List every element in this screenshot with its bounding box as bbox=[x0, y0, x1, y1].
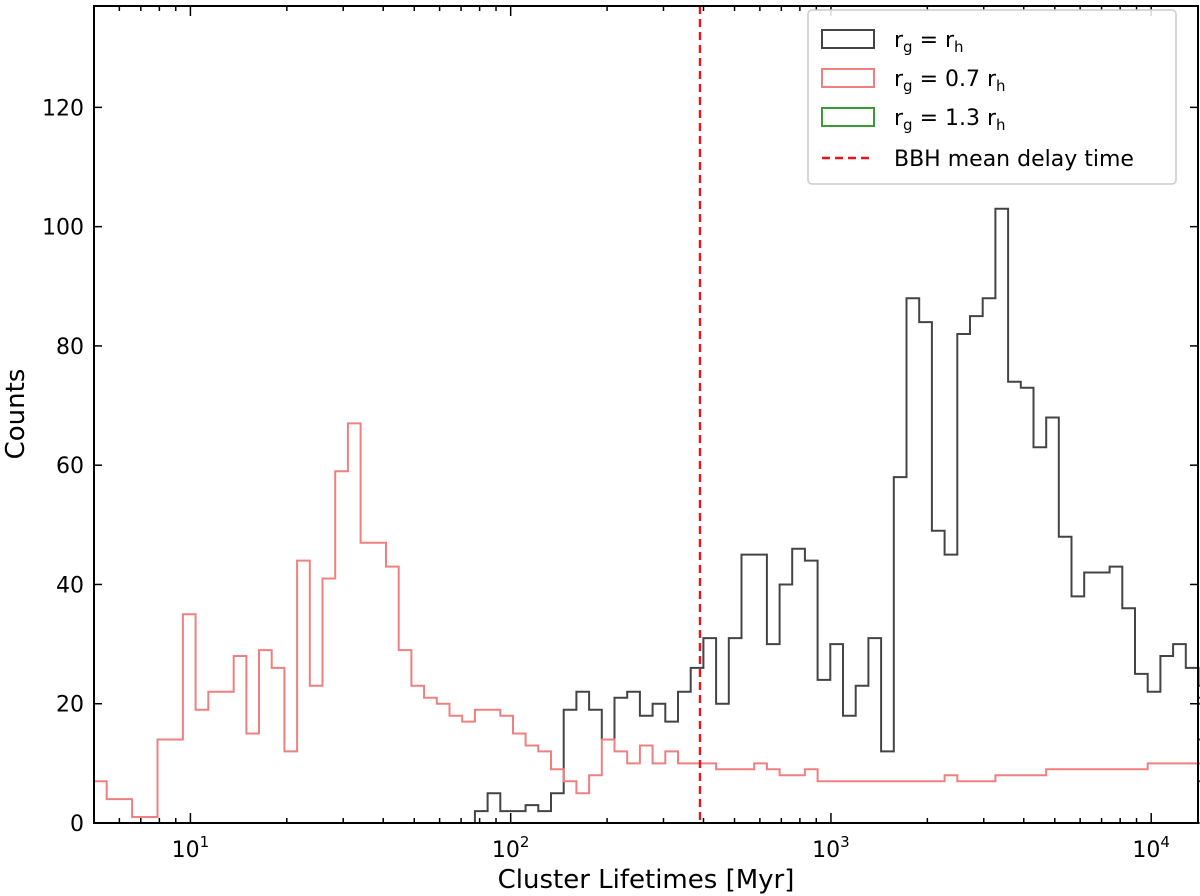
x-tick-label: 102 bbox=[492, 833, 530, 863]
legend-label-rg-rh: rg = rh bbox=[894, 28, 964, 56]
y-tick-label: 80 bbox=[56, 335, 84, 360]
legend-swatch-rg-13-rh bbox=[821, 107, 875, 127]
x-tick-label: 101 bbox=[172, 833, 210, 863]
ticks-layer bbox=[93, 6, 1198, 824]
legend-label-bbh: BBH mean delay time bbox=[894, 147, 1134, 172]
legend: rg = rh rg = 0.7 rh rg = 1.3 rh BBH mean… bbox=[807, 9, 1177, 185]
series-rg-07-rh bbox=[94, 422, 1200, 818]
series-layer bbox=[94, 207, 1200, 824]
y-tick-label: 20 bbox=[56, 693, 84, 718]
y-tick-label: 120 bbox=[42, 96, 84, 121]
plot-frame bbox=[93, 5, 1199, 824]
y-tick-label: 0 bbox=[70, 812, 84, 837]
x-axis-label: Cluster Lifetimes [Myr] bbox=[498, 865, 795, 895]
legend-box bbox=[807, 9, 1177, 185]
legend-swatch-rg-07-rh bbox=[821, 68, 875, 88]
x-tick-label: 104 bbox=[1132, 833, 1170, 863]
legend-label-rg-07-rh: rg = 0.7 rh bbox=[894, 67, 1006, 95]
y-tick-label: 40 bbox=[56, 573, 84, 598]
y-axis-label: Counts bbox=[1, 369, 31, 460]
y-tick-label: 60 bbox=[56, 454, 84, 479]
x-tick-label: 103 bbox=[812, 833, 850, 863]
legend-swatch-rg-rh bbox=[821, 29, 875, 49]
tick-labels-layer: 0 20 40 60 80 100 120 101 102 103 104 bbox=[42, 96, 1170, 863]
y-tick-label: 100 bbox=[42, 216, 84, 241]
legend-label-rg-13-rh: rg = 1.3 rh bbox=[894, 106, 1006, 134]
